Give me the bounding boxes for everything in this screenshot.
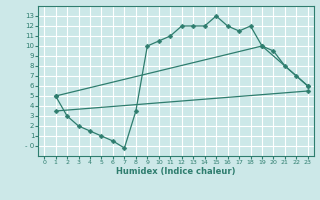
X-axis label: Humidex (Indice chaleur): Humidex (Indice chaleur) xyxy=(116,167,236,176)
